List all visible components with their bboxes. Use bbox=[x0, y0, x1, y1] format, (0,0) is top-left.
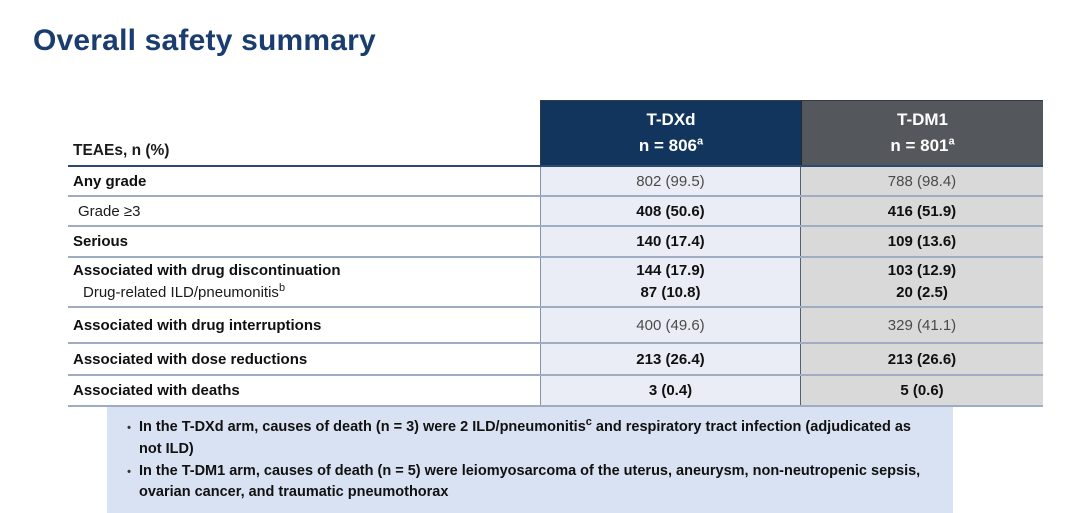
column-header-tdxd: T-DXd n = 806a bbox=[540, 100, 801, 165]
safety-table: TEAEs, n (%) T-DXd n = 806a T-DM1 n = 80… bbox=[68, 100, 1043, 407]
callout-bullet-text: In the T-DM1 arm, causes of death (n = 5… bbox=[139, 462, 921, 501]
callout-bullet: • In the T-DXd arm, causes of death (n =… bbox=[119, 417, 937, 461]
column-header-n: n = 801a bbox=[890, 135, 955, 155]
value-cell-tdxd: 144 (17.9) 87 (10.8) bbox=[540, 258, 801, 306]
row-label: Grade ≥3 bbox=[78, 202, 141, 220]
value-cell-tdm1: 329 (41.1) bbox=[801, 308, 1043, 342]
table-header-row: TEAEs, n (%) T-DXd n = 806a T-DM1 n = 80… bbox=[68, 100, 1043, 167]
value-cell-tdm1: 109 (13.6) bbox=[801, 227, 1043, 256]
value-cell-tdxd: 140 (17.4) bbox=[540, 227, 801, 256]
row-label: Associated with deaths bbox=[73, 382, 240, 399]
callout-bullet-text: In the T-DXd arm, causes of death (n = 3… bbox=[139, 416, 911, 457]
value-cell-tdm1: 213 (26.6) bbox=[801, 344, 1043, 374]
row-label: Any grade bbox=[73, 172, 147, 190]
value-cell-tdxd: 400 (49.6) bbox=[540, 308, 801, 342]
deaths-callout-box: • In the T-DXd arm, causes of death (n =… bbox=[107, 407, 953, 513]
value-cell-tdxd: 3 (0.4) bbox=[540, 376, 801, 405]
column-header-n: n = 806a bbox=[638, 135, 704, 155]
page-title: Overall safety summary bbox=[33, 24, 376, 57]
table-row: Any grade 802 (99.5) 788 (98.4) bbox=[68, 167, 1043, 197]
table-row: Associated with dose reductions 213 (26.… bbox=[68, 344, 1043, 376]
row-label: Associated with dose reductions bbox=[73, 350, 308, 368]
superscript: a bbox=[948, 135, 955, 148]
value-cell-tdxd: 213 (26.4) bbox=[540, 344, 801, 374]
value-cell-tdm1: 416 (51.9) bbox=[801, 197, 1043, 225]
bullet-icon: • bbox=[127, 422, 131, 434]
column-header-drug-name: T-DXd bbox=[646, 109, 696, 129]
table-row: Associated with drug discontinuation Dru… bbox=[68, 258, 1043, 308]
column-header-tdm1: T-DM1 n = 801a bbox=[801, 100, 1043, 165]
table-row: Serious 140 (17.4) 109 (13.6) bbox=[68, 227, 1043, 258]
row-label: Associated with drug interruptions bbox=[73, 316, 322, 334]
row-label: Associated with drug discontinuation Dru… bbox=[68, 258, 540, 306]
table-row: Grade ≥3 408 (50.6) 416 (51.9) bbox=[68, 197, 1043, 227]
value-cell-tdxd: 802 (99.5) bbox=[540, 167, 801, 195]
value-cell-tdxd: 408 (50.6) bbox=[540, 197, 801, 225]
superscript: b bbox=[278, 282, 286, 294]
table-corner-label: TEAEs, n (%) bbox=[73, 142, 170, 159]
column-header-drug-name: T-DM1 bbox=[897, 109, 948, 129]
bullet-icon: • bbox=[127, 465, 131, 478]
callout-bullet: • In the T-DM1 arm, causes of death (n =… bbox=[119, 461, 937, 505]
value-cell-tdm1: 788 (98.4) bbox=[801, 167, 1043, 195]
value-cell-tdm1: 103 (12.9) 20 (2.5) bbox=[801, 258, 1043, 306]
value-cell-tdm1: 5 (0.6) bbox=[801, 376, 1043, 405]
table-row: Associated with deaths 3 (0.4) 5 (0.6) bbox=[68, 376, 1043, 407]
superscript: c bbox=[585, 416, 592, 429]
row-label-sub: Drug-related ILD/pneumonitisb bbox=[83, 282, 286, 302]
table-row: Associated with drug interruptions 400 (… bbox=[68, 308, 1043, 344]
row-label: Serious bbox=[73, 233, 129, 250]
superscript: a bbox=[697, 135, 704, 148]
row-label-main: Associated with drug discontinuation bbox=[73, 262, 341, 279]
